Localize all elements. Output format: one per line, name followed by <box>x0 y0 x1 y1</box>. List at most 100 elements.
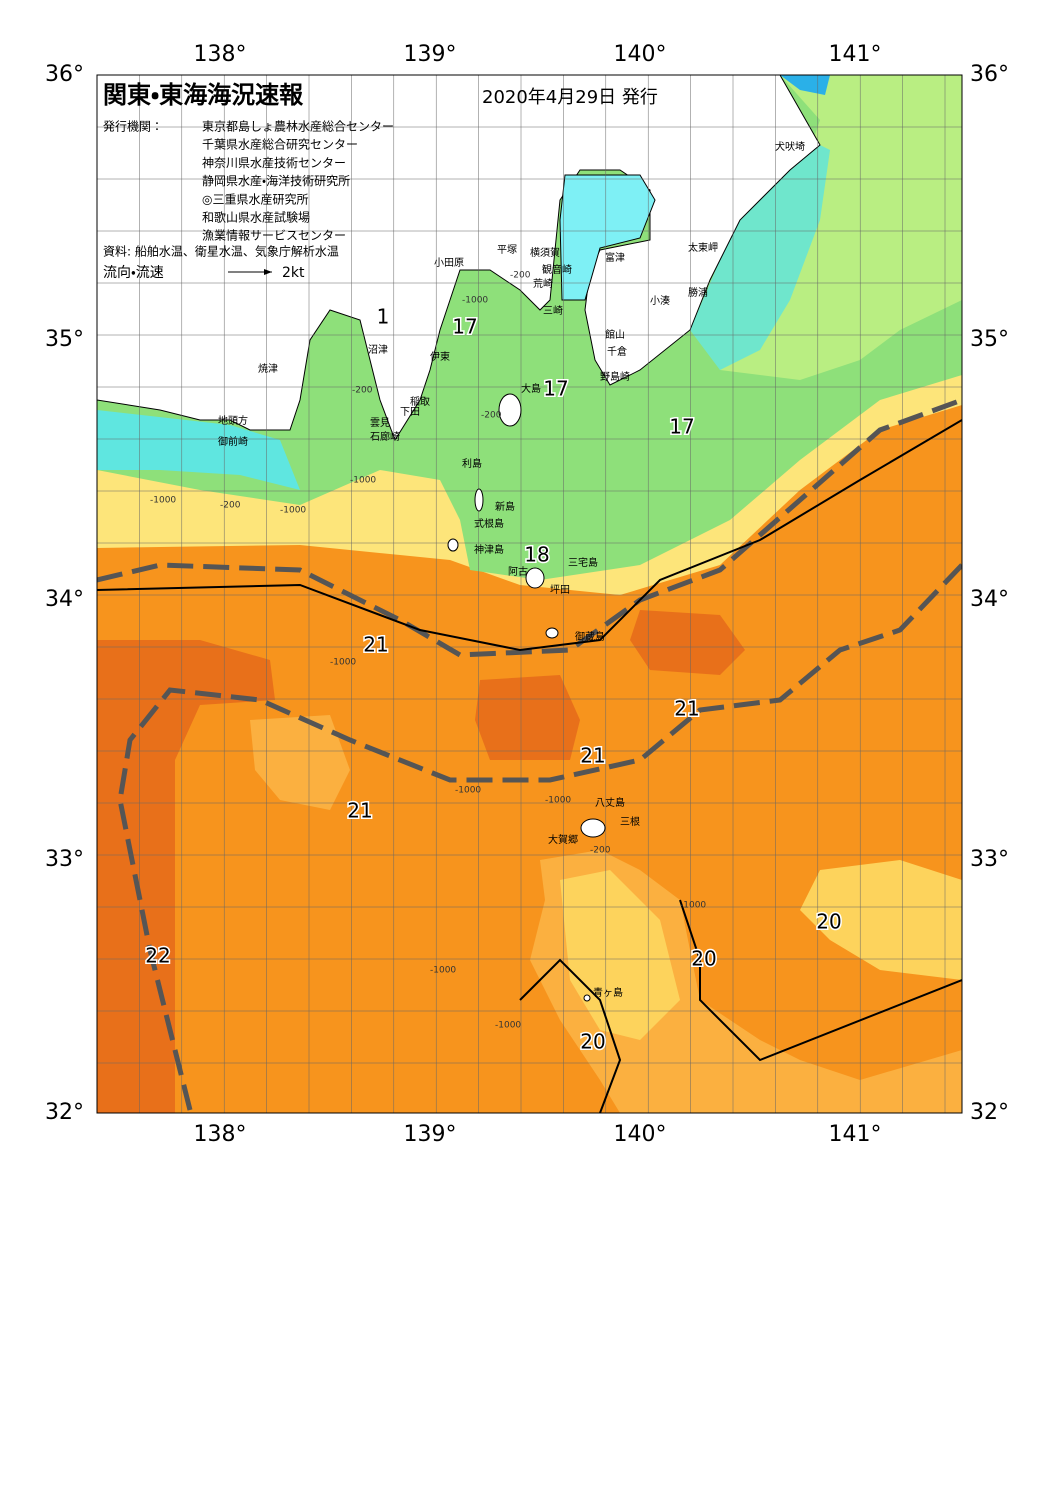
cool-patch <box>800 860 962 980</box>
island <box>580 818 606 838</box>
temperature-label: 20 <box>580 1030 605 1054</box>
island <box>525 567 545 589</box>
place-name: 利島 <box>462 457 482 470</box>
place-name: 大賀郷 <box>548 833 578 846</box>
labels: 関東・東海海況速報 2020年4月29日 発行 発行機関： 資料: 船舶水温、衛… <box>45 42 1009 1147</box>
island <box>474 488 484 512</box>
temperature-label: 17 <box>669 415 694 439</box>
latitude-label: 34° <box>45 587 84 612</box>
place-name: 犬吠埼 <box>775 140 805 153</box>
latitude-label: 32° <box>970 1100 1009 1125</box>
data-source: 資料: 船舶水温、衛星水温、気象庁解析水温 <box>103 244 339 259</box>
place-name: 神津島 <box>474 543 504 556</box>
issuer: 神奈川県水産技術センター <box>202 155 346 170</box>
coastal-water <box>97 410 300 490</box>
place-name: 青ヶ島 <box>593 986 623 999</box>
place-name: 伊東 <box>430 350 450 363</box>
longitude-label: 139° <box>404 1122 457 1147</box>
issuer: 漁業情報サービスセンター <box>202 229 346 243</box>
depth-label: -200 <box>510 271 531 281</box>
temperature-label: 21 <box>580 744 605 768</box>
temperature-label: 20 <box>691 947 716 971</box>
map-frame <box>96 74 963 1114</box>
issuer: 千葉県水産総合研究センター <box>202 137 358 152</box>
place-name: 太東岬 <box>688 241 718 254</box>
place-name: 館山 <box>605 328 625 341</box>
depth-label: -200 <box>590 846 611 856</box>
map-title: 関東・東海海況速報 <box>103 81 304 109</box>
longitude-label: 140° <box>614 42 667 67</box>
issuer: 和歌山県水産試験場 <box>202 210 310 225</box>
longitude-label: 141° <box>829 42 882 67</box>
place-name: 小田原 <box>434 257 464 269</box>
latitude-label: 36° <box>970 62 1009 87</box>
issuer: 静岡県水産・海洋技術研究所 <box>202 173 350 188</box>
latitude-label: 33° <box>970 847 1009 872</box>
place-name: 稲取 <box>410 396 430 408</box>
place-name: 沼津 <box>368 343 388 356</box>
place-name: 三宅島 <box>568 556 598 569</box>
place-name: 三根 <box>620 815 640 828</box>
kuroshio-axis <box>97 397 962 658</box>
place-name: 野島崎 <box>600 370 630 383</box>
place-name: 千倉 <box>607 346 627 358</box>
depth-label: -200 <box>352 386 373 396</box>
place-name: 坪田 <box>550 583 570 596</box>
place-name: 御前崎 <box>218 435 248 448</box>
place-name: 雲見 <box>370 417 390 429</box>
place-name: 石廊崎 <box>370 430 400 443</box>
place-name: 三崎 <box>543 304 563 317</box>
latitude-label: 35° <box>45 327 84 352</box>
place-name: 小湊 <box>650 294 670 307</box>
issue-date: 2020年4月29日 発行 <box>482 87 658 108</box>
latitude-label: 35° <box>970 327 1009 352</box>
temperature-label: 21 <box>347 799 372 823</box>
latitude-label: 32° <box>45 1100 84 1125</box>
depth-label: -1000 <box>150 496 176 506</box>
temperature-label: 17 <box>543 377 568 401</box>
temperature-label: 21 <box>674 697 699 721</box>
flow-scale: 2kt <box>282 265 305 281</box>
current-axis <box>117 563 962 1111</box>
coastal-water <box>690 120 830 370</box>
island <box>498 393 522 427</box>
isotherm <box>519 958 622 1113</box>
land <box>97 75 821 442</box>
depth-label: -1000 <box>330 658 356 668</box>
place-name: 地頭方 <box>218 414 248 427</box>
warm-core <box>630 610 745 675</box>
island <box>447 538 459 552</box>
place-name: 横須賀 <box>530 246 560 259</box>
temperature-label: 17 <box>452 315 477 339</box>
depth-label: -1000 <box>350 476 376 486</box>
sea-surface <box>97 75 962 1113</box>
depth-label: -1000 <box>430 966 456 976</box>
issuer: 東京都島しょ農林水産総合センター <box>202 119 394 134</box>
depth-label: -1000 <box>545 796 571 806</box>
island <box>583 994 591 1002</box>
longitude-label: 138° <box>194 42 247 67</box>
flow-label: 流向・流速 <box>103 265 164 281</box>
temperature-label: 20 <box>816 910 841 934</box>
latitude-label: 33° <box>45 847 84 872</box>
longitude-label: 139° <box>404 42 457 67</box>
coastal-water <box>780 75 830 95</box>
place-name: 平塚 <box>497 244 517 256</box>
place-name: 富津 <box>605 251 625 264</box>
depth-label: -200 <box>220 501 241 511</box>
place-name: 大島 <box>521 382 541 395</box>
place-name: 荒崎 <box>533 277 553 290</box>
place-name: 焼津 <box>258 363 278 375</box>
isotherm <box>97 419 962 652</box>
place-name: 新島 <box>495 500 515 513</box>
temperature-label: 21 <box>363 633 388 657</box>
place-name: 勝浦 <box>688 286 708 299</box>
latitude-label: 34° <box>970 587 1009 612</box>
latitude-label: 36° <box>45 62 84 87</box>
depth-label: -200 <box>481 411 502 421</box>
place-name: 下田 <box>400 407 420 418</box>
longitude-label: 138° <box>194 1122 247 1147</box>
cool-patch <box>250 715 350 810</box>
place-name: 八丈島 <box>595 796 625 809</box>
